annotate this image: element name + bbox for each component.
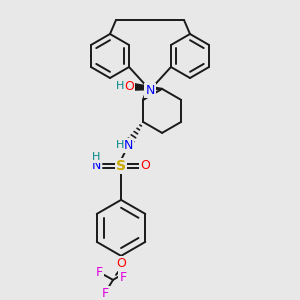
Text: N: N xyxy=(123,140,133,152)
Polygon shape xyxy=(134,84,162,90)
Text: F: F xyxy=(95,266,103,279)
Text: F: F xyxy=(119,272,127,284)
Text: H: H xyxy=(92,152,100,162)
Text: F: F xyxy=(101,287,109,300)
Text: O: O xyxy=(116,257,126,270)
Text: O: O xyxy=(124,80,134,93)
Polygon shape xyxy=(143,88,153,100)
Text: O: O xyxy=(140,159,150,172)
Text: H: H xyxy=(116,140,124,150)
Text: H: H xyxy=(116,81,124,92)
Text: S: S xyxy=(116,159,126,173)
Text: N: N xyxy=(145,83,155,97)
Text: N: N xyxy=(92,159,101,172)
